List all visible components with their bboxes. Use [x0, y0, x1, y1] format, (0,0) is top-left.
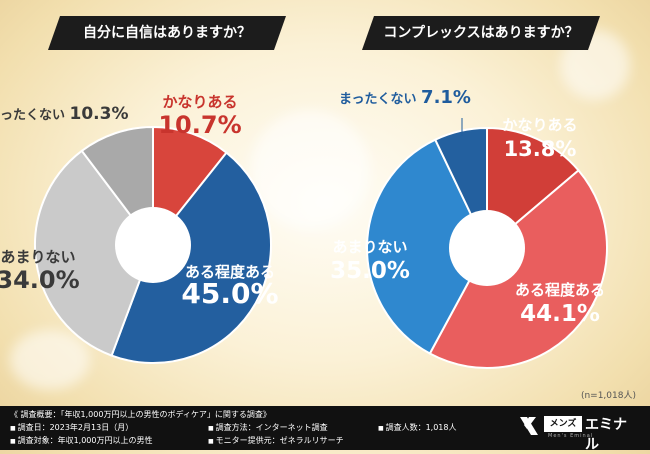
mens-eminal-logo: メンズ エミナル Men's Eminal [518, 413, 636, 453]
slice-value-1-0: 13.8% [504, 137, 577, 161]
pie-slice-0-1 [110, 151, 272, 364]
logo-subtext: Men's Eminal [548, 433, 594, 439]
pie-slice-1-2 [366, 138, 489, 355]
slice-value-1-2: 35.0% [330, 258, 410, 284]
survey-count: 調査人数：1,018人 [378, 422, 457, 433]
chart-title-complex: コンプレックスはありますか？ [362, 16, 600, 50]
slice-label-1-3: まったくない 7.1% [339, 87, 471, 108]
sample-size-note: (n=1,018人) [580, 391, 636, 401]
slice-label-0-3: まったくない 10.3% [0, 104, 129, 124]
logo-tag: メンズ [544, 416, 582, 432]
logo-mark-icon [520, 417, 538, 435]
survey-target: 調査対象：年収1,000万円以上の男性 [10, 435, 153, 446]
background-glow [10, 330, 90, 390]
slice-value-0-1: 45.0% [181, 277, 278, 310]
slice-category-0-1: ある程度ある [185, 263, 275, 281]
slice-category-0-2: あまりない [0, 248, 75, 266]
slice-category-1-0: かなりある [502, 116, 577, 134]
donut-hole [115, 207, 191, 283]
survey-summary: 《 調査概要：「年収1,000万円以上の男性のボディケア」に関する調査》 [10, 410, 271, 419]
slice-category-1-1: ある程度ある [515, 281, 605, 299]
chart-title-confidence: 自分に自信はありますか？ [48, 16, 286, 50]
survey-provider: モニター提供元：ゼネラルリサーチ [208, 435, 344, 446]
survey-method: 調査方法：インターネット調査 [208, 422, 328, 433]
survey-footer: 《 調査概要：「年収1,000万円以上の男性のボディケア」に関する調査》 調査日… [0, 406, 650, 453]
slice-value-0-0: 10.7% [158, 111, 241, 139]
pie-slice-0-2 [34, 149, 155, 357]
donut-hole [449, 210, 525, 286]
slice-category-1-2: あまりない [332, 238, 407, 256]
slice-value-1-1: 44.1% [520, 301, 600, 327]
logo-name: エミナル [585, 417, 627, 453]
slice-value-0-2: 34.0% [0, 266, 80, 294]
survey-date: 調査日：2023年2月13日（月） [10, 422, 134, 433]
slice-category-0-0: かなりある [162, 93, 237, 111]
background-glow [250, 110, 370, 230]
